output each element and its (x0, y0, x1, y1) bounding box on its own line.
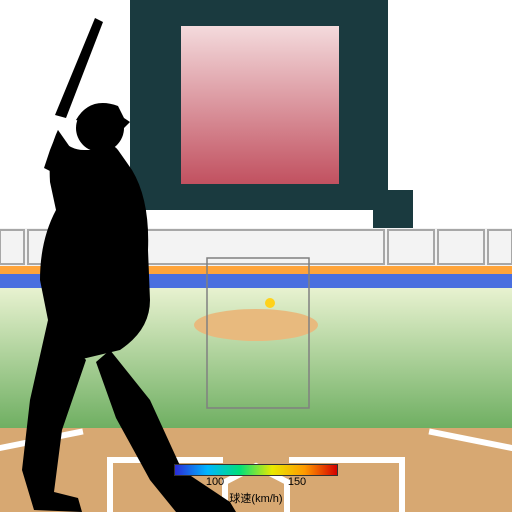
speed-legend-label: 球速(km/h) (174, 490, 338, 506)
scoreboard (105, 0, 413, 230)
speed-legend: 100150 球速(km/h) (174, 464, 338, 506)
pitchers-mound (194, 309, 318, 341)
speed-legend-bar (174, 464, 338, 476)
pitch-location-diagram: 100150 球速(km/h) (0, 0, 512, 512)
pitch-markers (265, 298, 275, 308)
field-svg (0, 0, 512, 512)
speed-legend-ticks: 100150 (174, 476, 338, 490)
